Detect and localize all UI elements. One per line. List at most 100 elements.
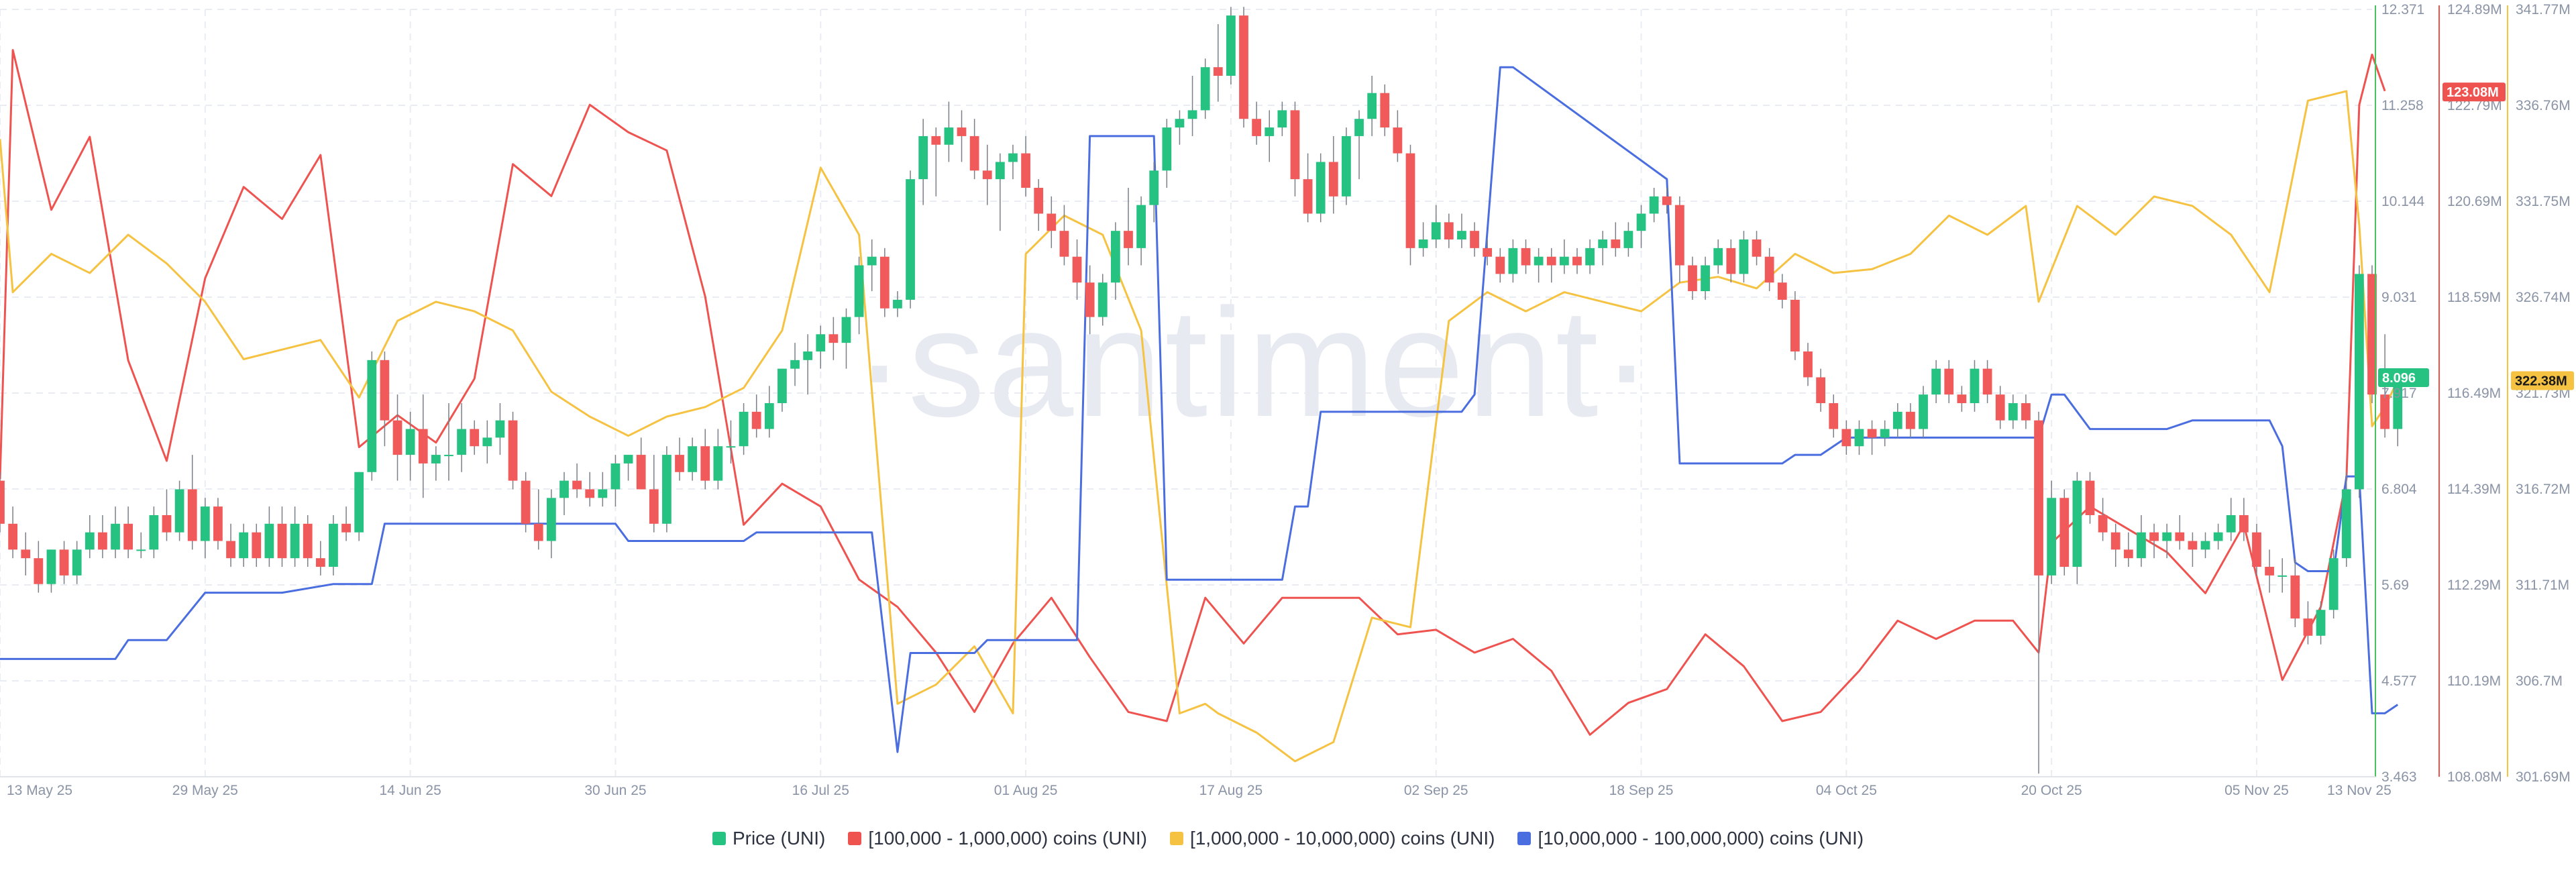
legend-item[interactable]: [100,000 - 1,000,000) coins (UNI)	[848, 828, 1147, 849]
legend-item[interactable]: [1,000,000 - 10,000,000) coins (UNI)	[1169, 828, 1495, 849]
candle-body	[1393, 127, 1403, 154]
candle-body	[1316, 162, 1326, 214]
candle-body	[700, 446, 710, 481]
candle-body	[636, 455, 646, 490]
candle-up	[995, 153, 1005, 231]
candle-body	[1803, 351, 1813, 378]
candle-body	[1636, 213, 1646, 231]
candle-down	[2085, 472, 2095, 524]
candle-body	[213, 506, 223, 541]
candle-up	[1970, 360, 1980, 412]
candle-up	[598, 472, 608, 507]
legend-swatch	[848, 832, 862, 845]
candle-down	[1239, 7, 1248, 128]
candle-down	[636, 437, 646, 490]
candle-up	[906, 170, 915, 309]
candle-up	[2008, 394, 2018, 429]
candle-body	[290, 523, 300, 559]
candle-down	[1662, 187, 1672, 214]
candle-body	[392, 420, 402, 455]
candle-body	[457, 429, 466, 455]
candle-down	[1906, 403, 1915, 438]
candle-up	[790, 343, 800, 386]
candle-down	[1124, 187, 1133, 266]
holders-100k-axis-tick: 116.49M	[2447, 386, 2501, 401]
x-axis-tick: 01 Aug 25	[994, 783, 1058, 798]
candle-up	[764, 386, 774, 438]
candle-down	[2021, 394, 2031, 429]
candle-body	[187, 489, 197, 541]
candle-down	[508, 411, 518, 490]
candle-down	[649, 455, 659, 533]
candle-up	[1636, 205, 1646, 248]
candle-body	[1534, 256, 1544, 266]
candle-body	[303, 523, 313, 559]
candle-down	[2252, 523, 2261, 576]
candle-up	[841, 308, 851, 369]
candle-body	[547, 498, 556, 541]
candle-down	[123, 506, 133, 559]
candle-body	[418, 429, 428, 464]
holders-100k-axis-tick: 122.79M	[2447, 98, 2502, 113]
candle-up	[2277, 558, 2288, 593]
candle-body	[508, 420, 518, 481]
candle-body	[0, 480, 5, 524]
holders-1m-axis-tick: 326.74M	[2516, 290, 2571, 305]
candle-body	[2213, 532, 2223, 541]
legend: Price (UNI) [100,000 - 1,000,000) coins (…	[0, 824, 2576, 853]
candle-down	[931, 127, 941, 197]
candle-up	[1623, 222, 1633, 257]
candle-up	[367, 351, 377, 481]
candle-body	[559, 480, 569, 498]
candle-down	[213, 498, 223, 550]
holders-1m-axis-tick: 311.71M	[2516, 578, 2569, 593]
candle-up	[1418, 222, 1428, 257]
candle-body	[2265, 567, 2274, 576]
candle-body	[8, 523, 17, 550]
candle-down	[1867, 420, 1877, 455]
candle-body	[828, 334, 839, 343]
candle-up	[726, 420, 736, 464]
candle-body	[1688, 265, 1697, 292]
candle-body	[380, 360, 390, 421]
candle-down	[1611, 222, 1621, 257]
candle-body	[98, 532, 107, 550]
candle-up	[1431, 205, 1441, 248]
legend-item[interactable]: Price (UNI)	[712, 828, 825, 849]
legend-item[interactable]: [10,000,000 - 100,000,000) coins (UNI)	[1517, 828, 1864, 849]
candle-up	[662, 446, 672, 533]
price-axis-tick: 5.69	[2381, 578, 2409, 593]
candle-body	[2072, 480, 2082, 567]
candle-body	[713, 446, 723, 481]
candle-body	[1226, 15, 1236, 76]
x-axis-tick: 29 May 25	[172, 783, 238, 798]
candle-body	[2110, 532, 2121, 550]
candle-body	[662, 455, 672, 524]
candle-body	[2137, 532, 2146, 559]
candle-body	[1816, 377, 1825, 404]
candle-body	[1970, 368, 1980, 404]
candle-down	[1841, 420, 1851, 455]
candle-down	[751, 394, 761, 438]
candle-body	[72, 549, 82, 576]
candle-up	[1457, 213, 1466, 248]
candle-up	[559, 472, 569, 515]
candle-body	[1303, 179, 1313, 214]
candle-down	[1944, 360, 1954, 404]
candle-body	[2316, 610, 2326, 636]
candle-body	[367, 360, 377, 472]
candle-down	[1816, 368, 1825, 412]
candle-down	[957, 110, 967, 162]
candle-down	[1764, 248, 1774, 292]
candle-body	[1277, 110, 1287, 128]
candle-body	[46, 549, 56, 584]
candle-body	[2341, 489, 2351, 559]
price-axis-tick: 4.577	[2381, 673, 2417, 689]
price-axis-tick: 9.031	[2381, 290, 2417, 305]
candle-up	[444, 403, 453, 481]
x-axis-tick: 04 Oct 25	[1816, 783, 1877, 798]
candle-body	[1136, 205, 1146, 248]
candle-body	[1906, 411, 1915, 429]
candle-down	[1546, 248, 1556, 283]
candle-down	[2175, 514, 2185, 550]
